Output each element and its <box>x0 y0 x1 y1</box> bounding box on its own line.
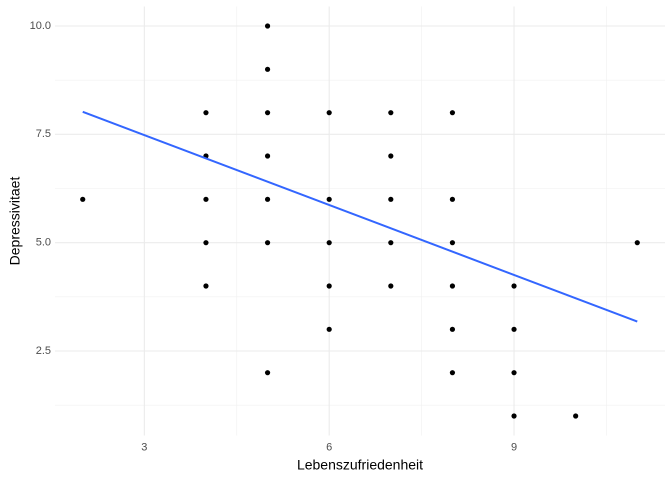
point <box>326 326 332 332</box>
point <box>511 370 517 376</box>
x-axis-title: Lebenszufriedenheit <box>297 457 423 473</box>
point <box>203 283 209 289</box>
point <box>203 196 209 202</box>
y-tick-label: 10.0 <box>30 20 51 32</box>
x-tick-label: 3 <box>141 441 147 453</box>
x-tick-label: 9 <box>511 441 517 453</box>
point <box>449 196 456 202</box>
point <box>326 283 332 289</box>
point <box>449 326 456 332</box>
point <box>326 240 332 246</box>
point <box>511 413 517 419</box>
y-tick-label: 7.5 <box>36 128 51 140</box>
point <box>264 110 271 116</box>
point <box>203 110 209 116</box>
point <box>264 240 271 246</box>
regression-line <box>82 110 638 323</box>
point <box>264 66 271 72</box>
point <box>449 283 456 289</box>
point <box>388 196 394 202</box>
point <box>388 110 394 116</box>
y-axis-title: Depressivitaet <box>7 177 23 266</box>
y-tick-label: 5.0 <box>36 237 51 249</box>
point <box>511 326 517 332</box>
point <box>449 370 456 376</box>
point <box>264 23 271 29</box>
x-tick-label: 6 <box>326 441 332 453</box>
point <box>264 370 271 376</box>
point <box>80 196 86 202</box>
y-tick-label: 2.5 <box>36 345 51 357</box>
point <box>264 196 271 202</box>
point <box>326 196 332 202</box>
point <box>326 110 332 116</box>
point <box>264 153 271 159</box>
point <box>449 110 456 116</box>
point <box>388 153 394 159</box>
point <box>634 240 640 246</box>
point <box>449 240 456 246</box>
point <box>203 240 209 246</box>
point <box>388 240 394 246</box>
point <box>511 283 517 289</box>
point <box>573 413 579 419</box>
point <box>388 283 394 289</box>
